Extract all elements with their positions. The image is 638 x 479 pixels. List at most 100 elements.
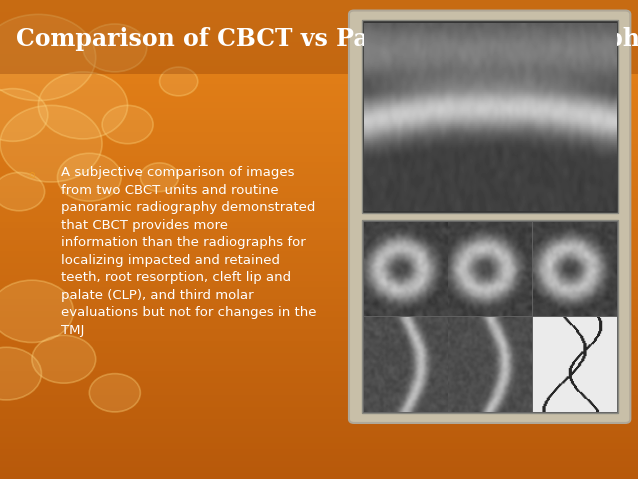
Bar	[0, 413, 638, 419]
Bar	[0, 156, 638, 162]
Bar	[0, 60, 638, 66]
Bar	[0, 431, 638, 437]
Bar	[0, 222, 638, 228]
Bar	[0, 437, 638, 443]
Bar	[0, 293, 638, 299]
Bar	[0, 174, 638, 180]
Bar	[0, 72, 638, 78]
Bar	[0, 299, 638, 306]
Text: ◦: ◦	[27, 168, 37, 186]
Bar	[0, 24, 638, 30]
Circle shape	[0, 172, 45, 211]
Bar	[0, 323, 638, 330]
Bar	[0, 12, 638, 18]
Bar	[0, 258, 638, 263]
Circle shape	[0, 89, 48, 141]
Text: A subjective comparison of images
from two CBCT units and routine
panoramic radi: A subjective comparison of images from t…	[61, 166, 316, 337]
Circle shape	[140, 163, 179, 192]
Circle shape	[57, 153, 121, 201]
Bar	[0, 186, 638, 192]
Bar	[0, 455, 638, 461]
Bar	[0, 449, 638, 455]
Bar	[0, 228, 638, 234]
Bar	[0, 6, 638, 12]
Bar	[0, 407, 638, 413]
Bar	[0, 120, 638, 125]
Bar	[0, 48, 638, 54]
Bar	[0, 311, 638, 317]
Bar	[0, 251, 638, 258]
Text: Comparison of CBCT vs Panoramic Radiography: Comparison of CBCT vs Panoramic Radiogra…	[16, 27, 638, 51]
Circle shape	[38, 72, 128, 139]
Bar	[0, 306, 638, 311]
Circle shape	[160, 67, 198, 96]
Bar	[0, 114, 638, 120]
Bar	[0, 461, 638, 467]
Bar	[0, 317, 638, 323]
Bar	[0, 234, 638, 240]
Bar	[0, 275, 638, 282]
Bar	[0, 18, 638, 24]
Bar	[0, 126, 638, 132]
Bar	[0, 281, 638, 287]
Bar	[0, 401, 638, 407]
Bar	[0, 150, 638, 156]
Bar	[0, 102, 638, 108]
Bar	[0, 347, 638, 354]
Bar	[0, 66, 638, 72]
Bar	[0, 108, 638, 114]
Circle shape	[0, 14, 96, 101]
Bar	[0, 78, 638, 84]
Circle shape	[0, 105, 102, 182]
Bar	[0, 84, 638, 90]
Bar	[0, 216, 638, 222]
Bar	[0, 30, 638, 36]
Bar	[0, 377, 638, 383]
Bar	[0, 162, 638, 168]
Bar	[0, 287, 638, 293]
Bar	[0, 0, 638, 74]
Bar	[0, 371, 638, 377]
Circle shape	[89, 374, 140, 412]
Bar	[0, 425, 638, 431]
Bar	[0, 132, 638, 138]
Bar	[0, 341, 638, 347]
Bar	[0, 240, 638, 246]
Bar	[362, 220, 618, 413]
Bar	[0, 180, 638, 185]
Bar	[0, 395, 638, 401]
Bar	[0, 36, 638, 42]
Bar	[0, 335, 638, 342]
Bar	[0, 246, 638, 251]
Bar	[0, 144, 638, 150]
Circle shape	[32, 335, 96, 383]
Circle shape	[83, 24, 147, 72]
FancyBboxPatch shape	[349, 11, 630, 423]
Bar	[0, 54, 638, 60]
Circle shape	[102, 105, 153, 144]
Bar	[0, 419, 638, 425]
Bar	[0, 168, 638, 174]
Bar	[0, 138, 638, 144]
Bar	[0, 96, 638, 102]
Bar	[0, 473, 638, 479]
Bar	[0, 330, 638, 335]
Bar	[0, 210, 638, 216]
Bar	[0, 90, 638, 96]
Circle shape	[0, 280, 73, 342]
Bar	[362, 20, 618, 213]
Bar	[0, 359, 638, 365]
Bar	[0, 263, 638, 269]
Bar	[0, 0, 638, 6]
Bar	[0, 365, 638, 371]
Bar	[0, 198, 638, 204]
Bar	[0, 42, 638, 48]
Bar	[0, 467, 638, 473]
Bar	[0, 383, 638, 389]
Bar	[0, 204, 638, 210]
Bar	[0, 389, 638, 395]
Bar	[0, 354, 638, 359]
Bar	[0, 269, 638, 275]
Circle shape	[0, 347, 41, 400]
Bar	[0, 192, 638, 197]
